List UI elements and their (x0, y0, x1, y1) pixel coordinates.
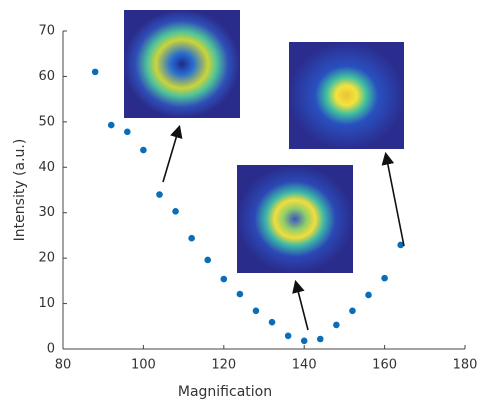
y-tick-label: 10 (38, 296, 55, 311)
y-tick-label: 50 (38, 114, 55, 129)
y-tick-label: 30 (38, 205, 55, 220)
data-point (172, 208, 179, 215)
data-point (124, 129, 131, 136)
data-point (333, 322, 340, 329)
data-point (365, 292, 372, 299)
arrow (296, 283, 308, 330)
chart: 80 100 120 140 160 180 0 10 20 30 40 50 60 70 Magnifi… (0, 0, 481, 405)
y-tick-label: 40 (38, 160, 55, 175)
x-tick-label: 160 (372, 358, 397, 373)
inset-image (124, 10, 240, 118)
y-tick-label: 70 (38, 24, 55, 39)
x-tick-label: 120 (211, 358, 236, 373)
y-axis-label: Intensity (a.u.) (12, 139, 28, 242)
data-point (253, 308, 260, 315)
inset-images (124, 10, 404, 330)
arrow (386, 155, 404, 246)
data-point (349, 308, 356, 315)
x-tick-label: 140 (292, 358, 317, 373)
data-point (269, 319, 276, 326)
data-point (188, 235, 195, 242)
inset-image (237, 165, 353, 273)
y-tick-label: 60 (38, 69, 55, 84)
arrow (163, 128, 179, 182)
data-point (204, 257, 211, 264)
x-tick-label: 180 (453, 358, 478, 373)
x-tick-label: 100 (131, 358, 156, 373)
data-point (301, 338, 308, 345)
data-point (381, 275, 388, 282)
inset-image (289, 42, 404, 149)
data-point (92, 69, 99, 76)
data-point (285, 333, 292, 340)
x-tick-label: 80 (55, 358, 72, 373)
y-tick-label: 0 (47, 342, 55, 357)
y-tick-label: 20 (38, 251, 55, 266)
data-point (317, 336, 324, 343)
data-point (108, 122, 115, 129)
data-point (237, 291, 244, 298)
x-axis-label: Magnification (178, 384, 272, 400)
data-point (140, 147, 147, 154)
data-point (156, 191, 163, 198)
data-point (221, 276, 228, 283)
